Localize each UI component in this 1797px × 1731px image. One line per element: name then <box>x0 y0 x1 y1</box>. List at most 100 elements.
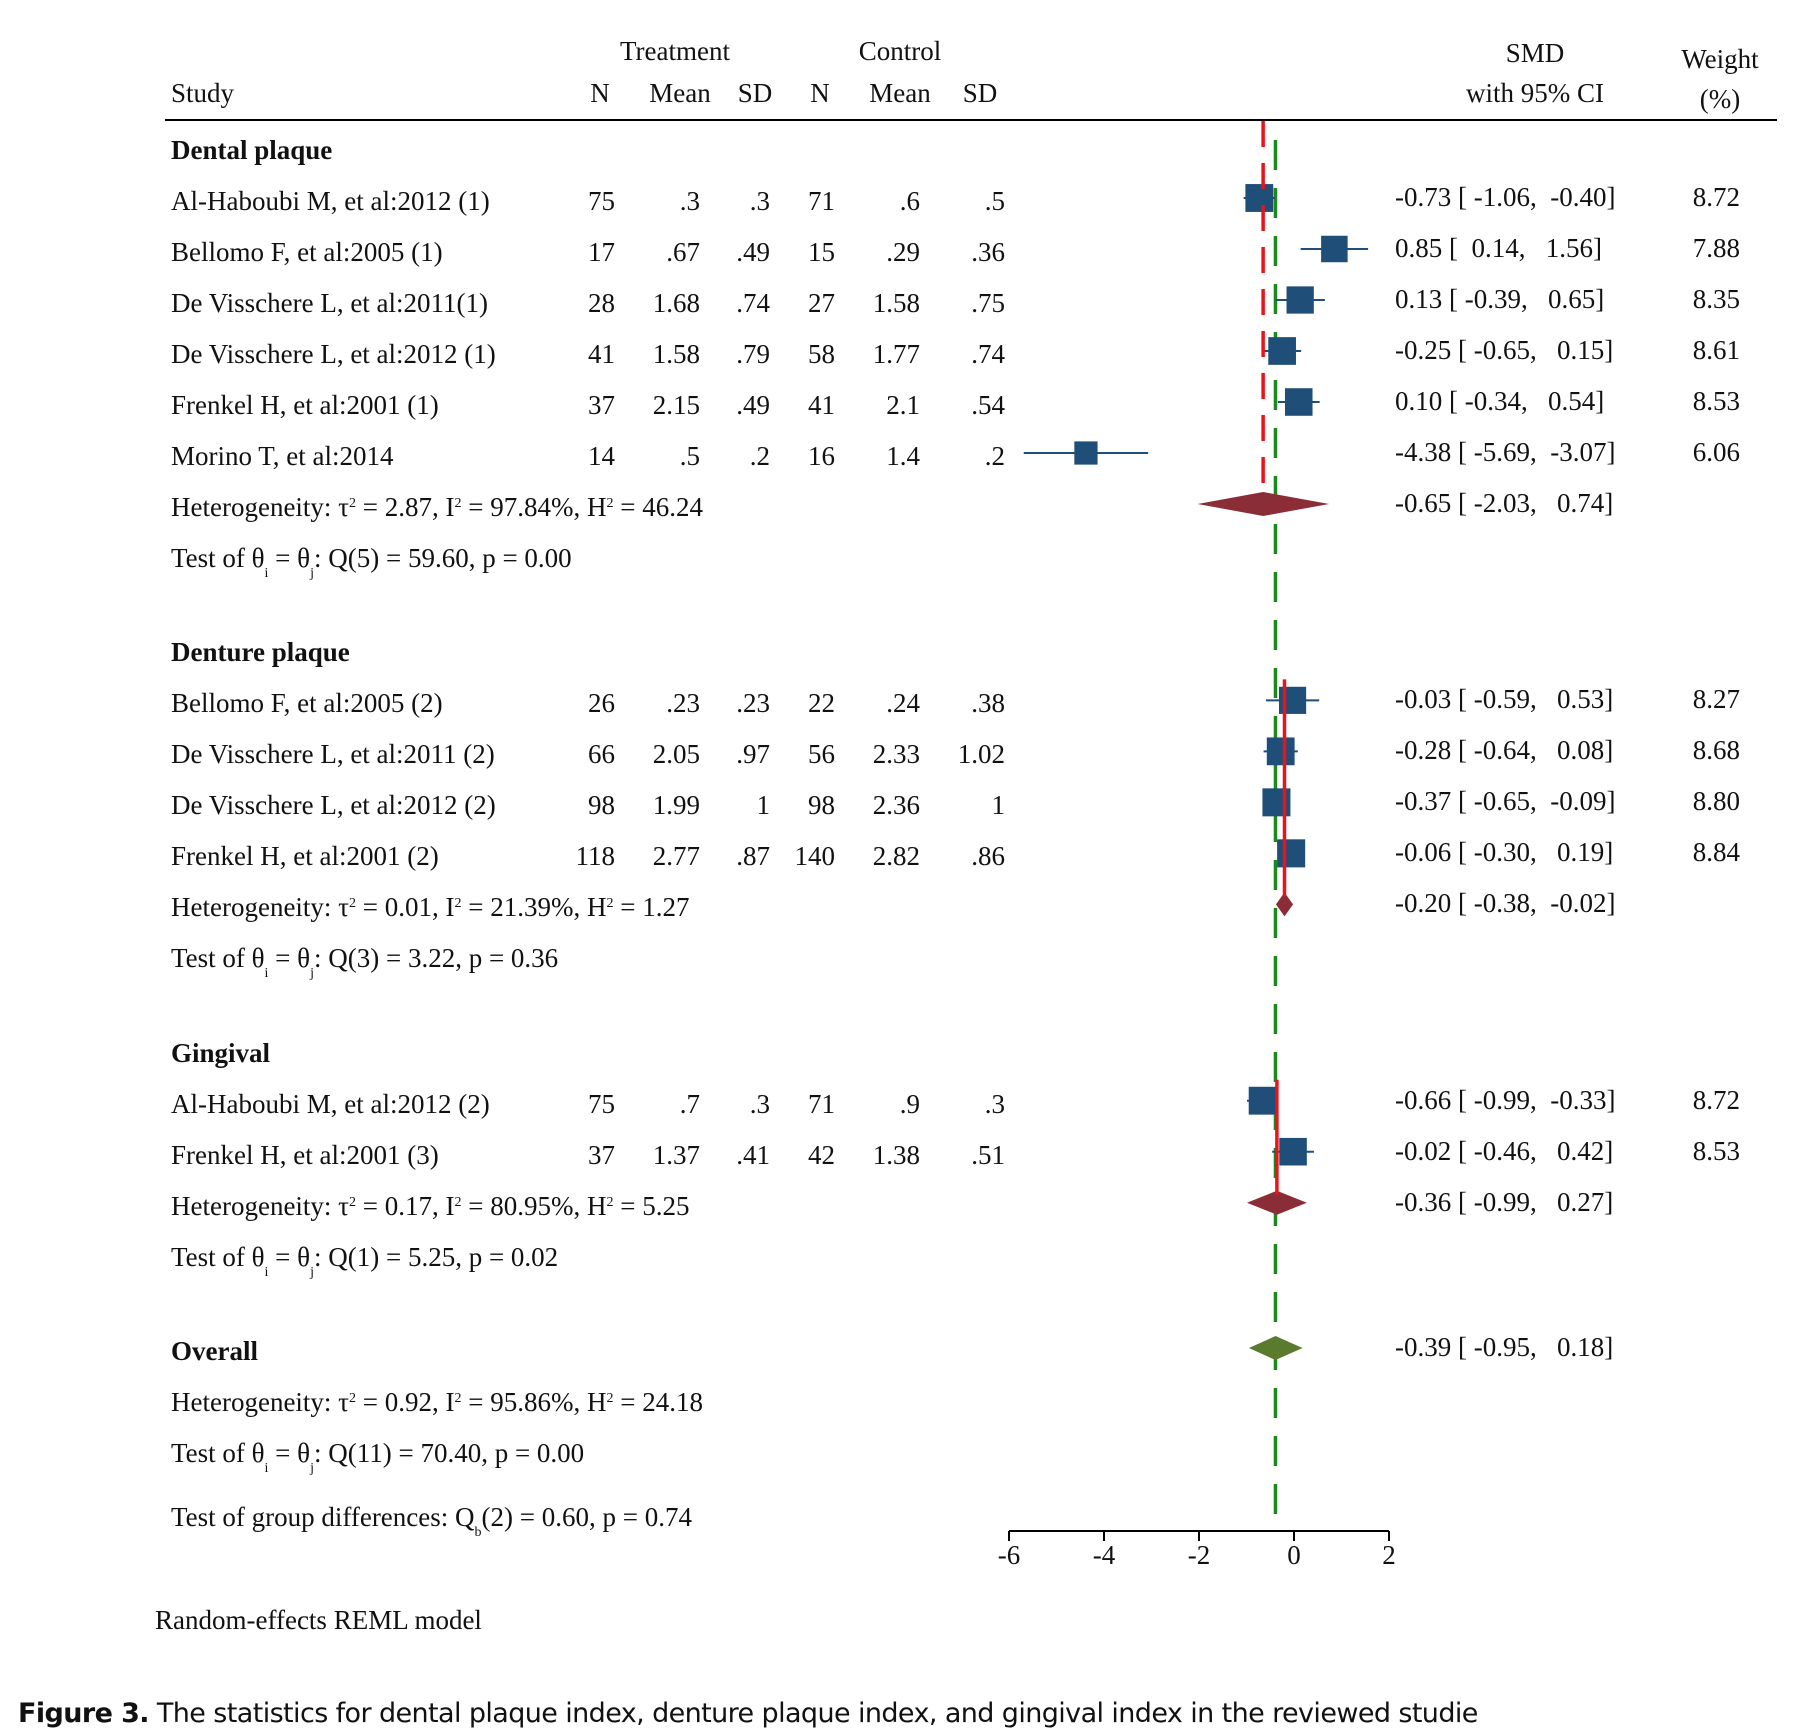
control-sd: 1.02 <box>957 739 1005 770</box>
group-heterogeneity: Heterogeneity: τ2 = 0.17, I2 = 80.95%, H… <box>171 1190 690 1221</box>
weight-value: 8.72 <box>1692 1084 1740 1115</box>
group-heterogeneity: Heterogeneity: τ2 = 2.87, I2 = 97.84%, H… <box>171 492 703 522</box>
control-mean: .6 <box>899 186 920 216</box>
weight-value: 8.84 <box>1692 837 1740 868</box>
overall-q-test: Test of θi = θj: Q(11) = 70.40, p = 0.00 <box>171 1438 585 1477</box>
treatment-sd: .87 <box>736 841 770 872</box>
group-diamond <box>1275 892 1294 917</box>
treatment-n: 98 <box>588 790 615 821</box>
control-n: 42 <box>808 1139 835 1170</box>
smd-ci-text: -0.73 [ -1.06, -0.40] <box>1395 182 1616 212</box>
control-sd: 1 <box>991 790 1006 821</box>
control-n: 15 <box>808 237 835 267</box>
x-tick-label: -2 <box>1188 1540 1211 1570</box>
treatment-sd: .23 <box>736 688 770 719</box>
weight-value: 8.80 <box>1692 786 1740 817</box>
control-n: 56 <box>808 739 835 770</box>
control-sd: .2 <box>984 441 1005 471</box>
control-mean: 1.4 <box>886 441 920 471</box>
treatment-sd: .49 <box>736 390 770 420</box>
weight-value: 8.72 <box>1692 182 1740 212</box>
study-marker <box>1279 1137 1307 1166</box>
header-smd: SMD <box>1505 38 1565 68</box>
group-q-test: Test of θi = θj: Q(5) = 59.60, p = 0.00 <box>171 543 572 581</box>
study-name: De Visschere L, et al:2012 (1) <box>171 339 496 369</box>
study-name: De Visschere L, et al:2011(1) <box>171 288 489 318</box>
control-mean: 1.77 <box>872 339 920 369</box>
study-name: Al-Haboubi M, et al:2012 (1) <box>171 186 490 216</box>
study-marker <box>1248 1086 1277 1115</box>
control-n: 41 <box>808 390 835 420</box>
control-mean: 2.82 <box>872 841 920 872</box>
study-name: De Visschere L, et al:2012 (2) <box>171 790 496 821</box>
control-sd: .38 <box>971 688 1005 719</box>
smd-ci-text: -0.25 [ -0.65, 0.15] <box>1395 335 1614 365</box>
treatment-n: 17 <box>588 237 615 267</box>
figure-caption: Figure 3. The statistics for dental plaq… <box>18 1698 1478 1729</box>
treatment-n: 75 <box>588 186 615 216</box>
study-name: Al-Haboubi M, et al:2012 (2) <box>171 1088 490 1119</box>
header-treatment-n: N <box>590 78 610 108</box>
study-name: Frenkel H, et al:2001 (1) <box>171 390 439 420</box>
treatment-sd: .49 <box>736 237 770 267</box>
group-pooled-ci-text: -0.36 [ -0.99, 0.27] <box>1395 1186 1614 1217</box>
treatment-sd: .79 <box>736 339 770 369</box>
control-sd: .74 <box>971 339 1005 369</box>
control-mean: 2.36 <box>872 790 920 821</box>
treatment-mean: 1.99 <box>652 790 700 821</box>
header-weight-unit: (%) <box>1699 84 1741 114</box>
control-sd: .36 <box>971 237 1005 267</box>
x-tick-label: 2 <box>1382 1540 1396 1570</box>
group-diamond <box>1246 1190 1307 1215</box>
header-control-sd: SD <box>962 78 998 108</box>
study-marker <box>1074 441 1098 465</box>
overall-title: Overall <box>171 1336 258 1367</box>
control-mean: .29 <box>886 237 920 267</box>
overall-ci-text: -0.39 [ -0.95, 0.18] <box>1395 1332 1614 1363</box>
control-n: 140 <box>794 841 836 872</box>
treatment-mean: 2.77 <box>652 841 700 872</box>
group-q-test: Test of θi = θj: Q(1) = 5.25, p = 0.02 <box>171 1241 559 1280</box>
header-treatment-mean: Mean <box>649 78 711 108</box>
control-mean: 2.33 <box>872 739 920 770</box>
study-marker <box>1268 337 1296 365</box>
control-sd: .86 <box>971 841 1005 872</box>
smd-ci-text: 0.13 [ -0.39, 0.65] <box>1395 284 1605 314</box>
treatment-n: 118 <box>575 841 616 872</box>
treatment-mean: .67 <box>666 237 700 267</box>
treatment-sd: .97 <box>736 739 770 770</box>
treatment-mean: 1.58 <box>652 339 700 369</box>
header-treatment: Treatment <box>620 36 730 66</box>
control-n: 71 <box>808 1088 835 1119</box>
group-title: Denture plaque <box>171 637 350 668</box>
study-marker <box>1245 184 1274 212</box>
study-marker <box>1277 839 1306 868</box>
study-marker <box>1284 388 1313 416</box>
control-n: 22 <box>808 688 835 719</box>
group-title: Dental plaque <box>171 135 333 165</box>
x-tick-label: -4 <box>1093 1540 1116 1570</box>
header-smd-ci: with 95% CI <box>1466 78 1604 108</box>
header-control-mean: Mean <box>869 78 931 108</box>
treatment-sd: .41 <box>736 1139 770 1170</box>
treatment-mean: 2.05 <box>652 739 700 770</box>
treatment-n: 41 <box>588 339 615 369</box>
control-mean: .24 <box>886 688 920 719</box>
treatment-n: 66 <box>588 739 615 770</box>
control-n: 98 <box>808 790 835 821</box>
study-name: Frenkel H, et al:2001 (3) <box>171 1139 439 1170</box>
smd-ci-text: -4.38 [ -5.69, -3.07] <box>1395 437 1616 467</box>
treatment-sd: .3 <box>749 1088 770 1119</box>
x-tick-label: 0 <box>1287 1540 1301 1570</box>
weight-value: 8.27 <box>1692 684 1740 715</box>
overall-diamond <box>1248 1336 1303 1361</box>
study-marker <box>1286 286 1314 314</box>
control-sd: .5 <box>984 186 1005 216</box>
treatment-sd: .3 <box>749 186 770 216</box>
treatment-mean: 2.15 <box>652 390 700 420</box>
header-weight: Weight <box>1681 44 1759 74</box>
control-sd: .51 <box>971 1139 1005 1170</box>
study-name: Bellomo F, et al:2005 (2) <box>171 688 443 719</box>
control-n: 16 <box>808 441 835 471</box>
